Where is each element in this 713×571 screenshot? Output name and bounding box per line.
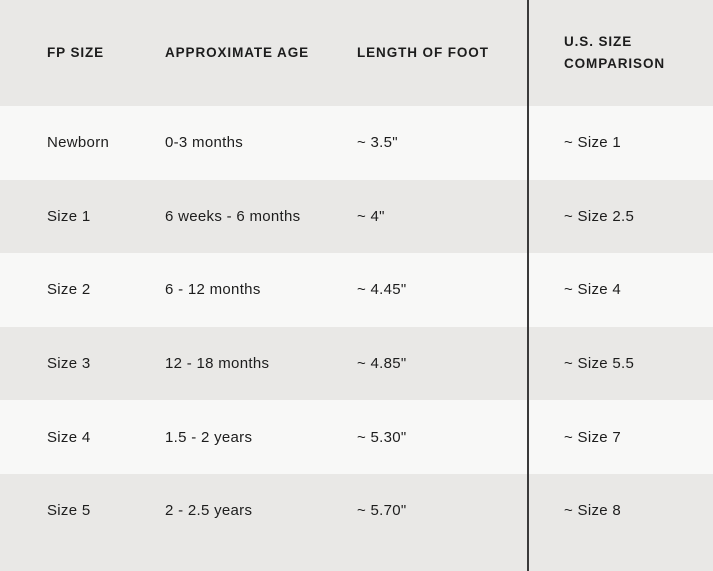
header-cell-fp-size: FP SIZE [47,45,105,60]
cell-approximate-age: 12 - 18 months [165,355,270,373]
cell-fp-size: Size 4 [47,428,91,446]
cell-length-of-foot: ~ 3.5" [357,134,398,152]
cell-fp-size: Size 3 [47,355,91,373]
cell-us-size: ~ Size 7 [564,428,622,446]
cell-us-size: ~ Size 2.5 [564,207,635,225]
cell-approximate-age: 2 - 2.5 years [165,502,253,520]
cell-approximate-age: 6 weeks - 6 months [165,207,301,225]
table-row: Size 3 12 - 18 months ~ 4.85" ~ Size 5.5 [0,326,713,401]
table-row: Size 1 6 weeks - 6 months ~ 4" ~ Size 2.… [0,179,713,254]
cell-length-of-foot: ~ 4.45" [357,281,407,299]
cell-length-of-foot: ~ 5.30" [357,428,407,446]
header-cell-us-size-comparison: U.S. SIZE COMPARISON [564,34,666,71]
cell-approximate-age: 6 - 12 months [165,281,261,299]
cell-fp-size: Size 1 [47,207,91,225]
table-row: Size 2 6 - 12 months ~ 4.45" ~ Size 4 [0,253,713,327]
cell-approximate-age: 1.5 - 2 years [165,428,253,446]
table-row: Size 4 1.5 - 2 years ~ 5.30" ~ Size 7 [0,400,713,474]
table-header-row: FP SIZE APPROXIMATE AGE LENGTH OF FOOT U… [0,0,713,106]
cell-us-size: ~ Size 4 [564,281,622,299]
header-cell-length-of-foot: LENGTH OF FOOT [357,45,489,60]
cell-length-of-foot: ~ 5.70" [357,502,407,520]
table-row: Newborn 0-3 months ~ 3.5" ~ Size 1 [0,106,713,180]
column-divider-line [527,0,529,571]
cell-us-size: ~ Size 1 [564,134,622,152]
cell-length-of-foot: ~ 4" [357,207,385,225]
cell-fp-size: Newborn [47,134,110,152]
cell-fp-size: Size 5 [47,502,91,520]
cell-approximate-age: 0-3 months [165,134,244,152]
table-row: Size 5 2 - 2.5 years ~ 5.70" ~ Size 8 [0,473,713,548]
cell-fp-size: Size 2 [47,281,91,299]
cell-us-size: ~ Size 5.5 [564,355,635,373]
cell-us-size: ~ Size 8 [564,502,622,520]
header-cell-approximate-age: APPROXIMATE AGE [165,45,310,60]
cell-length-of-foot: ~ 4.85" [357,355,407,373]
